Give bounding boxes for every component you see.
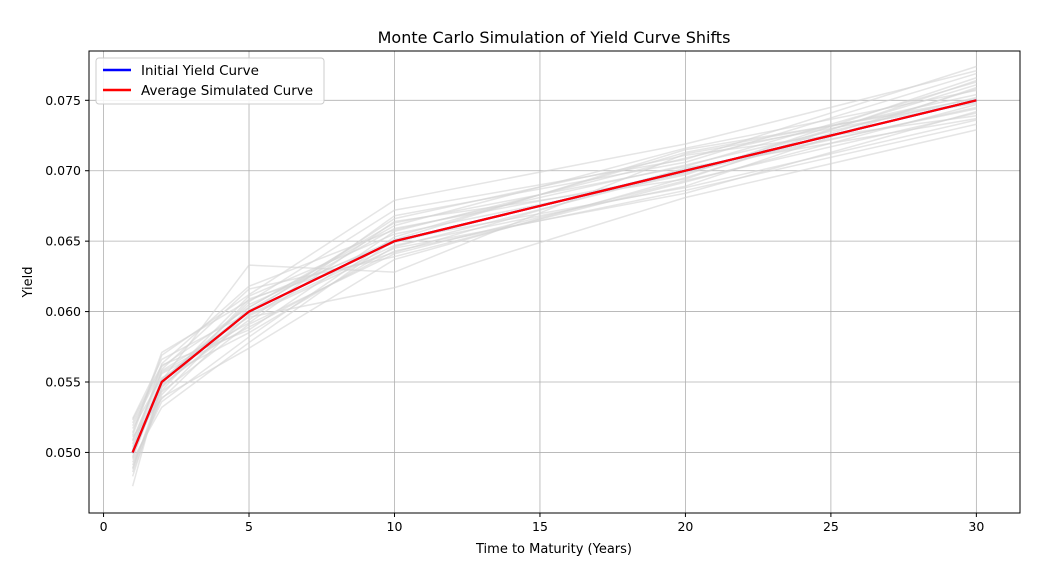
y-tick-label: 0.070 (45, 163, 81, 178)
y-tick-label: 0.075 (45, 93, 81, 108)
x-tick-label: 20 (677, 519, 693, 534)
simulated-curve (131, 89, 977, 473)
simulated-curve (131, 98, 977, 463)
x-tick-label: 25 (823, 519, 839, 534)
x-axis-label: Time to Maturity (Years) (475, 542, 632, 557)
chart-title: Monte Carlo Simulation of Yield Curve Sh… (378, 28, 731, 47)
legend: Initial Yield Curve Average Simulated Cu… (95, 57, 325, 105)
legend-label-average: Average Simulated Curve (141, 83, 313, 99)
y-axis-label: Yield (21, 267, 36, 299)
plot-frame (88, 50, 1021, 514)
average-simulated-curve-line (131, 99, 977, 453)
x-tick-label: 5 (245, 519, 253, 534)
legend-label-initial: Initial Yield Curve (141, 63, 259, 79)
x-tick-label: 10 (387, 519, 403, 534)
y-tick-label: 0.055 (45, 375, 81, 390)
simulated-curve (131, 119, 977, 460)
series-lines (131, 99, 977, 453)
grid (89, 51, 1020, 513)
y-tick-label: 0.050 (45, 445, 81, 460)
y-axis-ticks: 0.050 0.055 0.060 0.065 0.070 0.075 (45, 93, 89, 460)
x-tick-label: 15 (532, 519, 548, 534)
x-tick-label: 0 (100, 519, 108, 534)
y-tick-label: 0.060 (45, 304, 81, 319)
legend-box (95, 57, 325, 105)
simulated-curve (132, 86, 977, 438)
x-axis-ticks: 0 5 10 15 20 25 30 (100, 513, 984, 534)
y-tick-label: 0.065 (45, 234, 81, 249)
x-tick-label: 30 (968, 519, 984, 534)
